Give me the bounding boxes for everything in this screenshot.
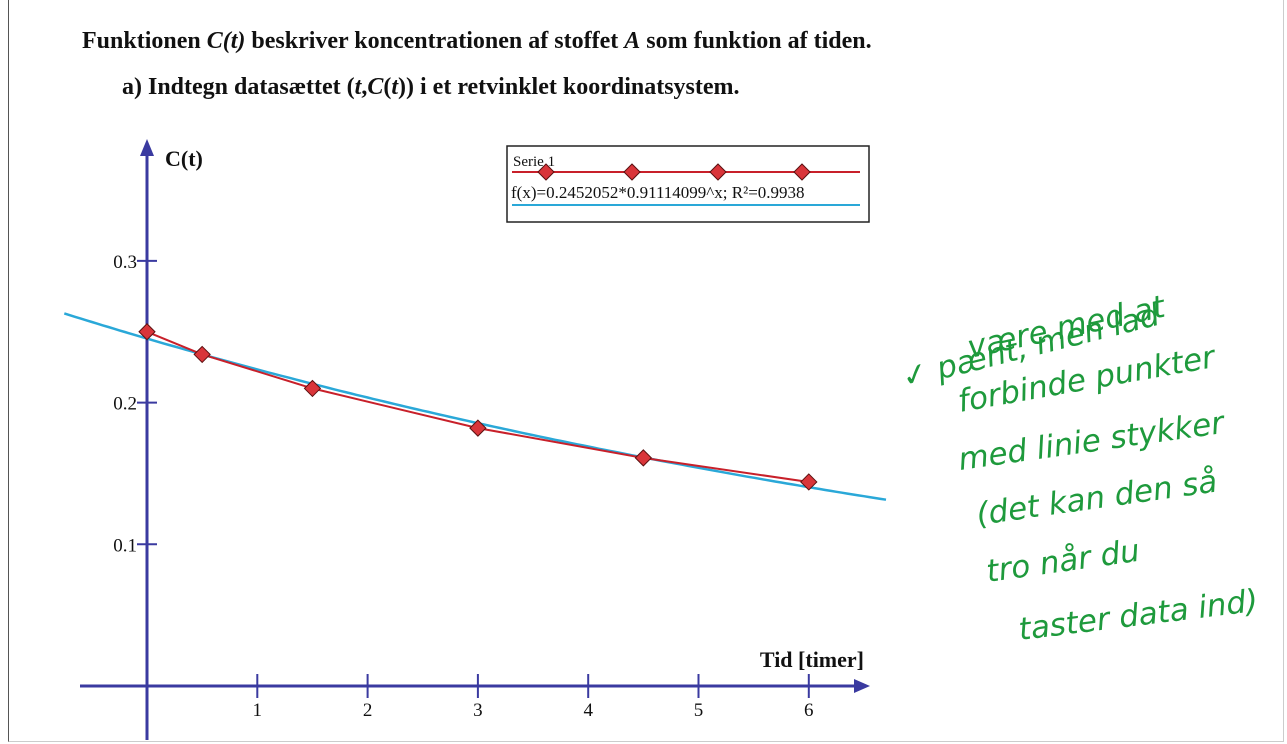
data-point [634, 449, 653, 467]
y-axis-arrow [140, 139, 154, 156]
legend-series-1-label: Serie 1 [513, 154, 555, 170]
chart-legend: Serie 1 f(x)=0.2452052*0.91114099^x; R²=0… [506, 145, 870, 223]
legend-marker [537, 163, 555, 181]
heading-line-1: Funktionen C(t) beskriver koncentratione… [82, 28, 872, 54]
legend-marker [793, 163, 811, 181]
data-point [303, 379, 322, 398]
page-frame [8, 0, 1284, 742]
y-tick-label: 0.3 [113, 252, 137, 273]
x-tick-label: 4 [583, 700, 593, 721]
chart-axes: 1 2 3 4 5 6 0.1 0.2 0.3 C(t) Tid [timer] [80, 139, 870, 740]
legend-fit-label: f(x)=0.2452052*0.91114099^x; R²=0.9938 [511, 183, 805, 202]
x-tick-label: 6 [804, 700, 814, 721]
y-tick-label: 0.2 [113, 394, 137, 415]
data-point [469, 419, 487, 437]
annotation-line: (det kan den så [974, 463, 1219, 532]
legend-box [506, 145, 870, 223]
x-axis-arrow [854, 679, 870, 693]
x-tick-label: 3 [473, 700, 483, 721]
data-point [138, 323, 156, 341]
fit-curve-line [63, 312, 887, 501]
annotation-line: taster data ind) [1017, 583, 1260, 648]
x-tick-label: 1 [253, 700, 263, 721]
heading-line-2: a) Indtegn datasættet (t,C(t)) i et retv… [122, 74, 740, 100]
annotation-line: tro når du [984, 533, 1142, 590]
legend-marker [709, 163, 727, 181]
legend-marker [623, 163, 641, 181]
chart-series [63, 312, 887, 501]
series-1-line [146, 330, 809, 483]
data-point [193, 345, 211, 364]
y-tick-label: 0.1 [113, 535, 137, 556]
x-axis-label: Tid [timer] [760, 647, 864, 672]
y-axis-label: C(t) [165, 146, 203, 171]
data-point [800, 473, 818, 491]
x-tick-label: 2 [363, 700, 373, 721]
x-tick-label: 5 [694, 700, 704, 721]
